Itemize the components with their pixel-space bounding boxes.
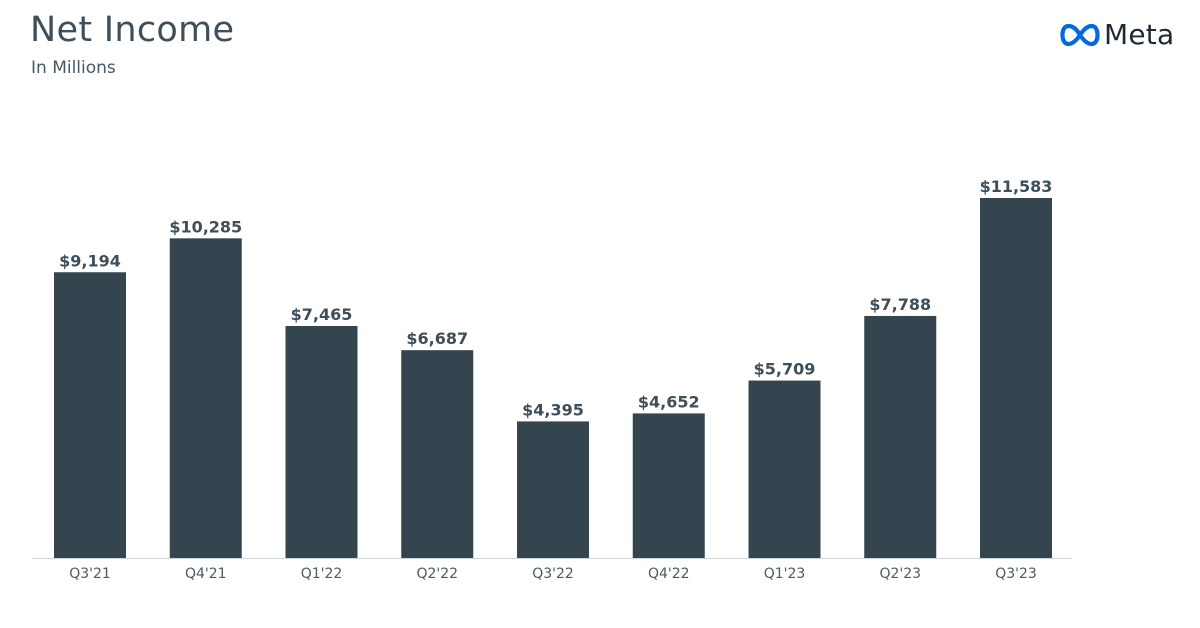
- data-label: $6,687: [406, 329, 468, 348]
- data-label: $4,652: [638, 392, 700, 411]
- bar: [864, 315, 937, 558]
- bar: [980, 198, 1052, 558]
- x-tick-label: Q2'22: [416, 566, 458, 582]
- x-tick-label: Q1'22: [301, 566, 343, 582]
- x-tick-label: Q3'22: [532, 566, 574, 582]
- x-tick-label: Q2'23: [879, 566, 921, 582]
- bar: [748, 380, 821, 558]
- logo-text: Meta: [1104, 18, 1175, 51]
- data-label: $4,395: [522, 400, 584, 419]
- x-tick-label: Q3'23: [995, 566, 1037, 582]
- bar: [401, 350, 474, 558]
- chart-title: Net Income: [30, 10, 235, 50]
- x-tick-label: Q3'21: [69, 566, 111, 582]
- bar: [54, 272, 126, 558]
- chart-subtitle: In Millions: [31, 58, 116, 78]
- x-tick-label: Q4'22: [648, 566, 690, 582]
- bar: [285, 325, 358, 558]
- meta-infinity-icon: [1060, 23, 1100, 47]
- x-tick-label: Q4'21: [185, 566, 227, 582]
- meta-logo: Meta: [1060, 18, 1174, 52]
- bar: [632, 413, 705, 558]
- x-tick-label: Q1'23: [764, 566, 806, 582]
- data-label: $7,788: [869, 295, 931, 314]
- bar: [517, 421, 589, 558]
- bar: [169, 238, 242, 559]
- data-label: $11,583: [980, 177, 1053, 196]
- data-label: $10,285: [169, 217, 242, 236]
- data-label: $5,709: [754, 360, 816, 379]
- data-label: $9,194: [59, 251, 121, 270]
- data-label: $7,465: [291, 305, 353, 324]
